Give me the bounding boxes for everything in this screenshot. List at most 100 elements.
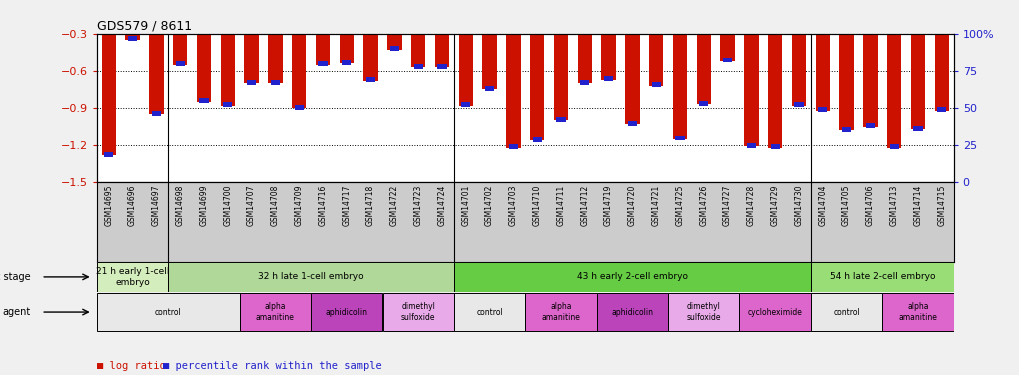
Bar	[887, 0, 901, 148]
Bar	[910, 0, 924, 129]
Text: agent: agent	[3, 307, 31, 317]
Bar	[555, 117, 566, 122]
Text: GSM14717: GSM14717	[342, 185, 351, 226]
Bar	[461, 102, 470, 107]
Text: GSM14724: GSM14724	[437, 185, 446, 226]
Text: GSM14700: GSM14700	[223, 185, 232, 226]
Text: GSM14730: GSM14730	[794, 185, 803, 226]
Text: GSM14729: GSM14729	[770, 185, 779, 226]
Bar	[387, 0, 401, 50]
Text: GSM14705: GSM14705	[842, 185, 850, 226]
Bar	[316, 0, 330, 65]
Bar	[434, 0, 448, 67]
Bar	[933, 0, 948, 111]
Bar	[389, 46, 398, 51]
Bar	[810, 262, 953, 292]
Bar	[839, 0, 853, 130]
Text: GSM14708: GSM14708	[271, 185, 279, 226]
Bar	[482, 0, 496, 90]
Text: GSM14720: GSM14720	[628, 185, 636, 226]
Bar	[532, 137, 541, 142]
Bar	[453, 293, 525, 331]
Text: control: control	[833, 308, 859, 316]
Text: GSM14712: GSM14712	[580, 185, 589, 226]
Bar	[505, 0, 520, 148]
Text: GSM14711: GSM14711	[556, 185, 565, 226]
Text: dimethyl
sulfoxide: dimethyl sulfoxide	[686, 302, 720, 322]
Bar	[173, 0, 187, 65]
Bar	[841, 127, 851, 132]
Bar	[577, 0, 591, 83]
Text: GSM14728: GSM14728	[746, 185, 755, 226]
Bar	[627, 121, 637, 126]
Text: alpha
amanitine: alpha amanitine	[256, 302, 294, 322]
Bar	[239, 293, 311, 331]
Text: GSM14698: GSM14698	[175, 185, 184, 226]
Bar	[245, 0, 259, 83]
Text: cycloheximide: cycloheximide	[747, 308, 802, 316]
Text: aphidicolin: aphidicolin	[325, 308, 368, 316]
Bar	[936, 107, 946, 112]
Bar	[722, 57, 732, 63]
Bar	[746, 143, 755, 148]
Text: GSM14701: GSM14701	[461, 185, 470, 226]
Bar	[881, 293, 953, 331]
Text: GSM14699: GSM14699	[200, 185, 208, 226]
Bar	[102, 0, 116, 155]
Bar	[311, 293, 382, 331]
Text: GSM14706: GSM14706	[865, 185, 874, 226]
Text: GSM14713: GSM14713	[889, 185, 898, 226]
Bar	[810, 293, 881, 331]
Text: alpha
amanitine: alpha amanitine	[898, 302, 936, 322]
Bar	[168, 262, 453, 292]
Bar	[125, 0, 140, 40]
Bar	[247, 80, 256, 85]
Text: GSM14722: GSM14722	[389, 185, 398, 226]
Bar	[453, 262, 810, 292]
Text: GSM14714: GSM14714	[913, 185, 921, 226]
Text: alpha
amanitine: alpha amanitine	[541, 302, 580, 322]
Bar	[769, 144, 780, 149]
Bar	[673, 0, 687, 139]
Bar	[220, 0, 234, 105]
Text: ■ log ratio: ■ log ratio	[97, 361, 165, 371]
Text: GDS579 / 8611: GDS579 / 8611	[97, 20, 192, 33]
Bar	[530, 0, 544, 140]
Bar	[767, 0, 782, 148]
Bar	[411, 0, 425, 67]
Bar	[413, 64, 423, 69]
Bar	[525, 293, 596, 331]
Text: GSM14723: GSM14723	[414, 185, 422, 226]
Bar	[270, 80, 280, 85]
Bar	[363, 0, 377, 81]
Text: GSM14710: GSM14710	[532, 185, 541, 226]
Bar	[719, 0, 734, 61]
Bar	[382, 293, 453, 331]
Text: GSM14709: GSM14709	[294, 185, 304, 226]
Bar	[291, 0, 306, 108]
Bar	[739, 293, 810, 331]
Bar	[862, 0, 876, 127]
Text: GSM14721: GSM14721	[651, 185, 660, 226]
Bar	[318, 61, 327, 66]
Text: 43 h early 2-cell embryo: 43 h early 2-cell embryo	[577, 272, 687, 281]
Bar	[651, 82, 660, 87]
Bar	[596, 293, 667, 331]
Text: GSM14704: GSM14704	[817, 185, 826, 226]
Text: control: control	[476, 308, 502, 316]
Bar	[791, 0, 805, 105]
Text: development stage: development stage	[0, 272, 31, 282]
Text: dimethyl
sulfoxide: dimethyl sulfoxide	[400, 302, 435, 322]
Bar	[601, 0, 615, 80]
Bar	[553, 0, 568, 120]
Bar	[437, 64, 446, 69]
Text: GSM14707: GSM14707	[247, 185, 256, 226]
Bar	[294, 105, 304, 110]
Text: GSM14726: GSM14726	[699, 185, 707, 226]
Text: GSM14703: GSM14703	[508, 185, 518, 226]
Bar	[268, 0, 282, 83]
Text: ■ percentile rank within the sample: ■ percentile rank within the sample	[163, 361, 381, 371]
Text: aphidicolin: aphidicolin	[610, 308, 653, 316]
Bar	[675, 135, 684, 141]
Bar	[459, 0, 473, 105]
